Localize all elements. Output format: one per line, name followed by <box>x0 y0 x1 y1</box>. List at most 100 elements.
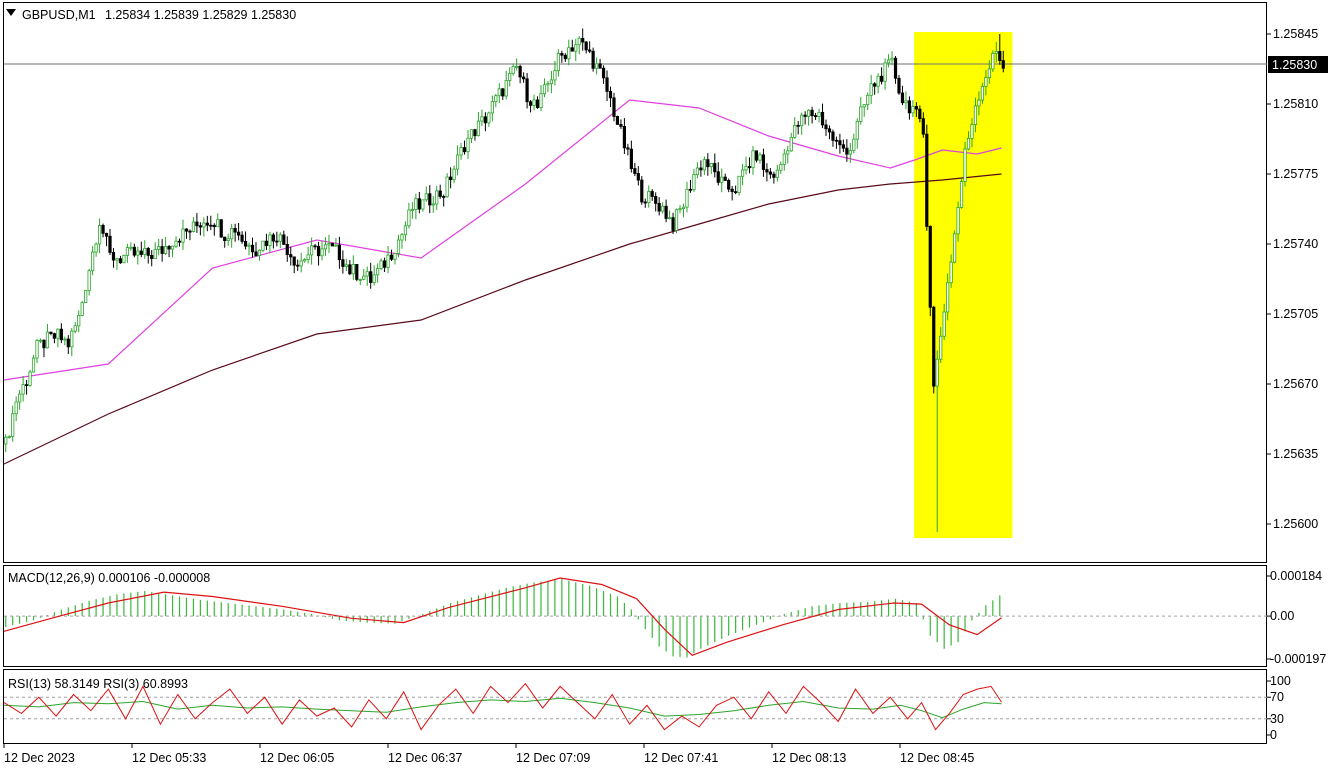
candle-body <box>841 144 845 149</box>
triangle-down-icon[interactable] <box>6 9 16 16</box>
price-tick-label: 1.25670 <box>1273 377 1318 391</box>
candle-body <box>407 209 411 227</box>
candle-body <box>177 240 182 243</box>
candle-body <box>595 63 599 69</box>
candle-body <box>622 126 627 149</box>
ohlc-values: 1.25834 1.25839 1.25829 1.25830 <box>105 8 296 22</box>
candle-body <box>250 244 255 253</box>
candle-body <box>782 153 786 165</box>
candle-body <box>21 384 25 395</box>
candle-body <box>362 275 366 280</box>
candle-body <box>789 136 793 152</box>
candle-body <box>257 249 262 256</box>
candle-body <box>84 290 88 304</box>
candle-body <box>316 245 321 257</box>
candle-body <box>563 54 567 60</box>
candle-body <box>59 328 63 341</box>
candle-body <box>233 228 237 233</box>
candle-body <box>528 101 533 106</box>
candle-body <box>716 171 720 183</box>
candle-body <box>706 159 710 168</box>
candle-body <box>504 80 508 97</box>
candle-body <box>240 234 244 242</box>
candle-body <box>431 203 435 206</box>
candle-body <box>848 149 852 155</box>
candle-body <box>289 254 293 258</box>
candle-body <box>852 138 856 151</box>
candle-body <box>734 191 738 194</box>
time-tick-label: 12 Dec 06:05 <box>260 751 334 765</box>
candle-body <box>667 217 672 220</box>
candle-body <box>713 163 717 173</box>
candle-body <box>723 176 727 181</box>
candle-body <box>956 207 960 235</box>
candle-body <box>31 357 36 373</box>
moving-averages <box>3 99 1002 465</box>
candle-body <box>66 338 70 348</box>
ma-slow-line <box>3 173 1002 465</box>
candle-body <box>195 221 199 227</box>
candle-body <box>139 250 143 255</box>
candle-body <box>330 243 335 247</box>
candle-body <box>80 302 84 316</box>
time-axis: 12 Dec 2023 12 Dec 05:33 12 Dec 06:05 12 De… <box>3 744 974 765</box>
candle-body <box>160 246 164 254</box>
candle-body <box>122 255 126 264</box>
current-price-label: 1.25830 <box>1268 56 1328 73</box>
candle-body <box>629 148 633 169</box>
candle-body <box>452 168 456 181</box>
candle-body <box>146 247 150 256</box>
candle-body <box>685 188 689 208</box>
candle-body <box>358 278 362 281</box>
candle-body <box>136 250 140 256</box>
candle-body <box>191 221 196 232</box>
candle-body <box>4 436 8 445</box>
candle-body <box>497 88 501 97</box>
candle-body <box>577 37 581 46</box>
candle-body <box>615 116 620 125</box>
candle-body <box>115 258 119 261</box>
candle-body <box>692 174 696 190</box>
candle-body <box>817 111 821 117</box>
candle-body <box>18 393 22 403</box>
candle-body <box>942 311 946 337</box>
candle-body <box>650 191 654 197</box>
candle-body <box>480 116 484 122</box>
candle-body <box>42 339 46 349</box>
candle-body <box>834 139 839 142</box>
candle-body <box>296 264 300 267</box>
candle-body <box>487 112 491 124</box>
candle-body <box>77 315 81 327</box>
candle-body <box>91 251 95 272</box>
price-tick-label: 1.25600 <box>1273 517 1318 531</box>
candle-body <box>174 240 178 247</box>
candle-body <box>574 44 578 52</box>
candle-body <box>914 105 918 110</box>
candle-body <box>344 264 348 267</box>
candle-body <box>949 261 953 284</box>
candle-body <box>70 330 74 348</box>
rsi-tick-label: 70 <box>1270 690 1284 704</box>
candle-body <box>928 225 932 308</box>
candle-body <box>414 198 418 210</box>
candle-body <box>428 193 432 206</box>
candle-body <box>164 246 168 254</box>
candle-body <box>581 37 585 43</box>
candle-body <box>845 147 849 155</box>
candle-body <box>181 228 185 243</box>
candle-body <box>730 188 734 193</box>
candle-body <box>153 249 157 259</box>
candle-body <box>827 128 832 133</box>
candle-body <box>681 206 686 210</box>
candle-body <box>751 150 755 169</box>
candle-body <box>118 258 123 264</box>
candle-body <box>348 264 352 275</box>
macd-axis: 0.000184 0.00 -0.000197 <box>1267 569 1326 666</box>
candle-body <box>292 256 296 266</box>
candle-body <box>393 253 397 260</box>
candle-body <box>445 176 449 198</box>
candle-body <box>129 246 133 249</box>
candle-body <box>455 154 460 170</box>
candle-body <box>334 244 338 247</box>
